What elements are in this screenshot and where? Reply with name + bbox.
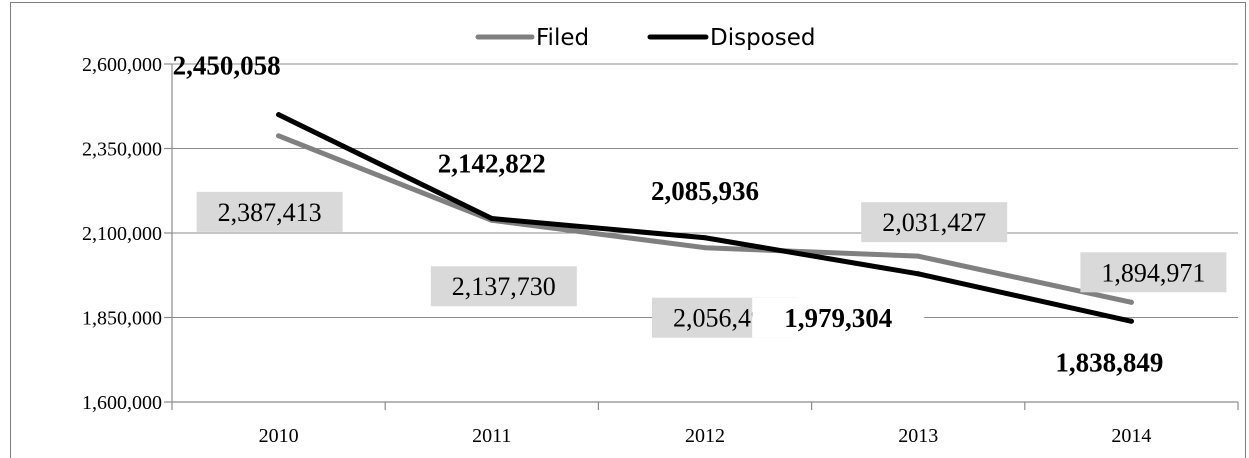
data-point: [702, 245, 708, 251]
disposed-data-label: 2,142,822: [438, 149, 546, 179]
filed-data-label: 2,137,730: [452, 272, 556, 301]
x-tick-label: 2013: [898, 425, 938, 447]
legend: Filed Disposed: [475, 25, 816, 51]
disposed-data-label: 2,450,058: [173, 51, 281, 81]
filed-data-label: 2,387,413: [218, 198, 322, 227]
x-tick-label: 2011: [472, 425, 511, 447]
filed-data-label: 2,031,427: [882, 208, 986, 237]
y-tick-label: 2,350,000: [82, 139, 162, 161]
legend-label-filed: Filed: [536, 25, 589, 51]
filed-label-box: [861, 202, 1008, 243]
data-point: [915, 271, 921, 277]
series-lines: [276, 112, 1134, 324]
y-tick-label: 1,600,000: [82, 392, 162, 414]
data-labels: 2,387,4132,137,7302,056,4962,031,4271,89…: [173, 51, 1227, 377]
y-tick-label: 1,850,000: [82, 308, 162, 330]
chart-frame: [10, 2, 1246, 458]
data-point: [276, 133, 282, 139]
disposed-label-backdrop: [752, 297, 925, 338]
data-point: [1128, 299, 1134, 305]
data-point: [1128, 318, 1134, 324]
y-tick-label: 2,100,000: [82, 223, 162, 245]
x-tick-label: 2010: [259, 425, 299, 447]
data-point: [702, 235, 708, 241]
disposed-data-label: 1,979,304: [784, 303, 892, 333]
data-point: [489, 216, 495, 222]
legend-label-disposed: Disposed: [710, 25, 816, 51]
data-point: [915, 253, 921, 259]
data-point: [276, 112, 282, 118]
chart-border: [10, 2, 1246, 458]
disposed-data-label: 2,085,936: [651, 176, 759, 206]
y-tick-label: 2,600,000: [82, 54, 162, 76]
axes: 1,600,000 1,850,000 2,100,000 2,350,000 2,60…: [82, 54, 1239, 447]
filed-label-box: [196, 191, 343, 232]
x-tick-label: 2014: [1111, 425, 1151, 447]
x-tick-label: 2012: [685, 425, 725, 447]
filed-label-box: [1080, 252, 1227, 293]
filed-data-label: 1,894,971: [1101, 258, 1205, 287]
disposed-data-label: 1,838,849: [1055, 347, 1163, 377]
filed-label-box: [430, 266, 577, 307]
